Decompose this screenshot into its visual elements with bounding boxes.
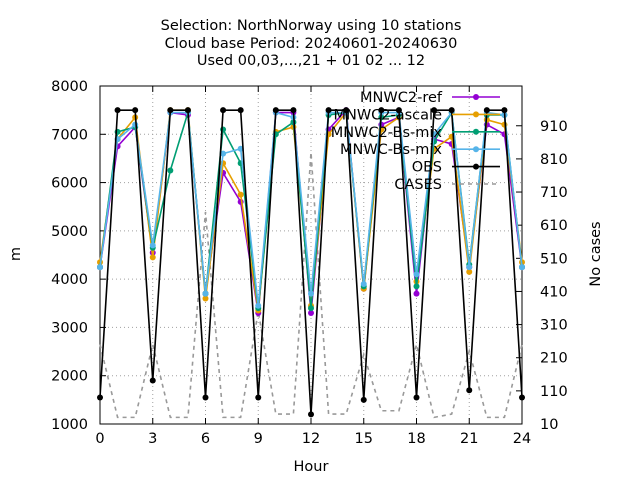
y2-tick-label: 110	[540, 384, 568, 400]
x-tick-label: 21	[460, 431, 478, 447]
series-lines	[97, 107, 525, 419]
point-obs	[132, 107, 139, 114]
point-obs	[343, 107, 350, 114]
point-obs	[184, 107, 191, 114]
legend-marker-mnwc-bs-mix	[473, 146, 479, 153]
y2-tick-label: 810	[540, 152, 568, 168]
legend-label-mnwc2-bs-mix: MNWC2-Bs-mix	[331, 125, 443, 141]
point-obs	[290, 107, 297, 114]
point-obs	[395, 107, 402, 114]
legend-label-mnwc-bs-mix: MNWC-Bs-mix	[340, 142, 442, 158]
y-tick-label: 6000	[51, 176, 88, 192]
point-obs	[97, 394, 103, 401]
point-mnwc-bs-mix	[97, 264, 103, 271]
point-obs	[237, 107, 244, 114]
y2-tick-label: 710	[540, 185, 568, 201]
y-tick-label: 3000	[51, 320, 88, 336]
legend-marker-obs	[473, 163, 479, 170]
point-mnwc2-ref	[413, 290, 420, 297]
y2-axis-label: No cases	[588, 221, 604, 286]
x-tick-label: 15	[355, 431, 373, 447]
point-obs	[149, 377, 156, 384]
x-axis-label: Hour	[294, 459, 329, 475]
point-obs	[114, 107, 121, 114]
point-mnwc-bs-mix	[132, 121, 139, 128]
point-obs	[378, 107, 385, 114]
y2-tick-label: 510	[540, 251, 568, 267]
grid-lines	[100, 86, 522, 424]
x-tick-label: 9	[254, 431, 263, 447]
y2-tick-label: 610	[540, 218, 568, 234]
point-mnwc-bs-mix	[202, 290, 209, 297]
point-obs	[202, 394, 209, 401]
x-tick-label: 3	[148, 431, 157, 447]
point-mnwc-bs-mix	[360, 280, 367, 287]
legend-label-mnwc2-ascale: MNWC2-ascale	[333, 107, 442, 123]
y2-tick-label: 10	[540, 417, 558, 433]
point-obs	[272, 107, 279, 114]
series-line-cases	[99, 152, 523, 419]
point-obs	[501, 107, 508, 114]
point-mnwc-bs-mix	[413, 271, 420, 278]
point-mnwc2-bs-mix	[413, 283, 420, 290]
point-mnwc-bs-mix	[149, 242, 156, 249]
y-tick-label: 4000	[51, 272, 88, 288]
chart-title-line-1: Selection: NorthNorway using 10 stations	[161, 18, 462, 34]
x-tick-label: 18	[407, 431, 425, 447]
point-obs	[448, 107, 455, 114]
x-tick-label: 12	[302, 431, 320, 447]
legend-label-mnwc2-ref: MNWC2-ref	[360, 90, 443, 106]
legend-label-obs: OBS	[412, 160, 442, 176]
point-obs	[360, 396, 367, 403]
point-obs	[220, 107, 227, 114]
point-mnwc2-ascale	[149, 254, 156, 261]
y-tick-label: 8000	[51, 79, 88, 95]
y2-tick-label: 210	[540, 351, 568, 367]
chart-title-line-3: Used 00,03,...,21 + 01 02 ... 12	[197, 53, 425, 69]
legend-marker-mnwc2-bs-mix	[473, 128, 479, 135]
y2-tick-label: 410	[540, 284, 568, 300]
point-obs	[255, 394, 262, 401]
point-mnwc2-ref	[308, 309, 314, 316]
chart-title-line-2: Cloud base Period: 20240601-20240630	[165, 36, 458, 52]
legend-marker-mnwc2-ascale	[473, 111, 479, 118]
x-tick-label: 24	[513, 431, 531, 447]
point-mnwc2-ascale	[466, 268, 473, 275]
point-obs	[325, 107, 332, 114]
point-mnwc2-ascale	[237, 191, 244, 198]
x-tick-label: 0	[95, 431, 104, 447]
y-tick-label: 7000	[51, 127, 88, 143]
y-tick-label: 2000	[51, 369, 88, 385]
y-tick-label: 5000	[51, 224, 88, 240]
point-obs	[466, 387, 473, 394]
x-tick-label: 6	[201, 431, 210, 447]
point-obs	[519, 394, 525, 401]
y-axis-label: m	[8, 247, 24, 261]
point-obs	[483, 107, 490, 114]
point-obs	[308, 411, 314, 418]
y2-tick-label: 910	[540, 119, 568, 135]
legend-label-cases: CASES	[394, 177, 442, 193]
point-mnwc2-bs-mix	[167, 167, 174, 174]
point-mnwc-bs-mix	[220, 150, 227, 157]
y-tick-label: 1000	[51, 417, 88, 433]
point-mnwc2-ascale	[202, 295, 209, 302]
point-mnwc-bs-mix	[255, 302, 262, 309]
point-mnwc2-bs-mix	[308, 305, 314, 312]
point-mnwc-bs-mix	[519, 264, 525, 271]
point-mnwc-bs-mix	[466, 264, 473, 271]
y2-tick-label: 310	[540, 318, 568, 334]
tick-labels: 0 3 6 9 12 15 18 21 24 1000 2000 3000 4000 5000 6000 70…	[51, 79, 568, 447]
point-mnwc-bs-mix	[308, 290, 314, 297]
legend-marker-mnwc2-ref	[473, 94, 479, 100]
point-obs	[167, 107, 174, 114]
point-obs	[413, 394, 420, 401]
point-obs	[431, 107, 438, 114]
